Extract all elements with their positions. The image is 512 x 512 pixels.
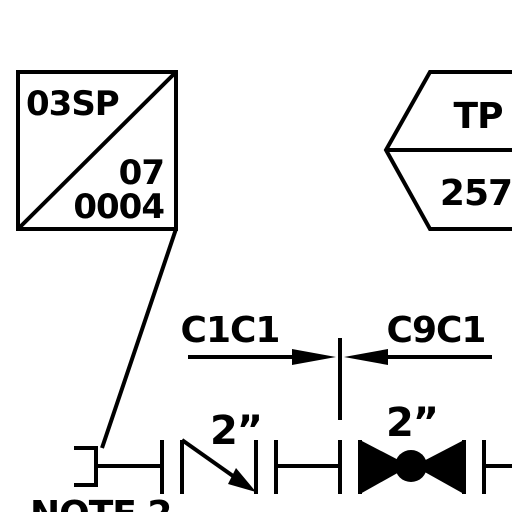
test-point-tag[interactable]: TP 257 <box>383 70 512 231</box>
check-valve-flow-arrow-icon <box>228 468 256 492</box>
instrument-tag-diagonal <box>16 70 178 231</box>
instrument-tag-prefix: 03SP <box>26 84 119 124</box>
instrument-tag-loop-lower: 0004 <box>73 187 164 227</box>
test-point-function: TP <box>454 96 503 137</box>
gate-valve-right-triangle <box>414 440 464 494</box>
gate-valve-size-label: 2” <box>386 400 438 446</box>
spec-break: C1C1 C9C1 <box>181 310 492 420</box>
tag-leader-line <box>100 228 178 449</box>
spec-break-left-label: C1C1 <box>181 310 280 351</box>
instrument-tag-loop-upper: 07 <box>119 153 164 193</box>
gate-valve-ball-icon <box>395 450 427 482</box>
note-reference[interactable]: NOTE 2 <box>30 494 172 512</box>
gate-valve-left-triangle <box>360 440 410 494</box>
spec-break-right-label: C9C1 <box>387 310 486 351</box>
test-point-number: 257 <box>440 173 512 214</box>
spec-break-right-arrowhead <box>344 349 388 365</box>
instrument-tag-box <box>16 70 178 231</box>
spec-break-left-arrowhead <box>292 349 336 365</box>
note-bracket <box>74 446 98 487</box>
gate-valve[interactable]: 2” <box>358 400 466 494</box>
check-valve[interactable]: 2” <box>180 408 263 494</box>
instrument-tag[interactable]: 03SP 07 0004 <box>16 70 178 231</box>
